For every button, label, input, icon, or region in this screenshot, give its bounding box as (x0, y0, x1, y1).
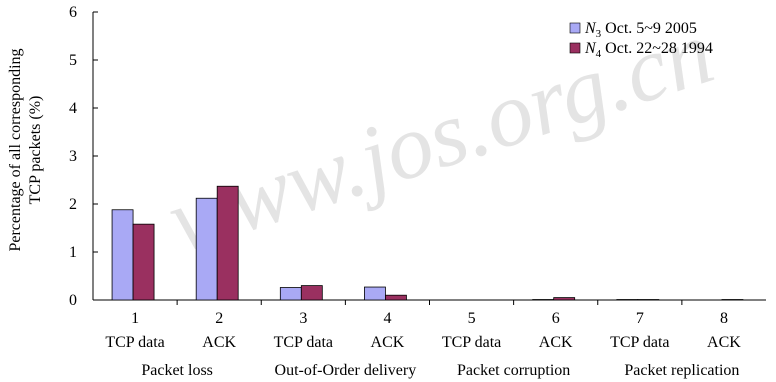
group-label-4: Packet replication (624, 362, 739, 379)
y-tick-label-4: 4 (69, 100, 77, 117)
x-sublabel-1: TCP data (105, 334, 164, 351)
bar-series1-cat-2 (195, 197, 218, 301)
x-sublabel-7: TCP data (610, 334, 669, 351)
group-label-3: Packet corruption (457, 362, 570, 379)
y-axis-label-line-1: Percentage of all corresponding (7, 48, 24, 251)
x-tick-label-5: 5 (468, 310, 476, 327)
bar-series2-cat-6 (553, 297, 576, 301)
x-sublabel-2: ACK (202, 334, 236, 351)
legend-swatch-series1 (569, 22, 581, 34)
x-sublabel-6: ACK (539, 334, 573, 351)
x-tick-label-8: 8 (720, 310, 728, 327)
y-tick-label-2: 2 (69, 196, 77, 213)
bar-series1-cat-3 (279, 287, 302, 301)
y-tick-label-6: 6 (69, 4, 77, 21)
x-sublabel-3: TCP data (274, 334, 333, 351)
legend-label-series1: N3 Oct. 5~9 2005 (584, 20, 697, 40)
y-tick-label-5: 5 (69, 52, 77, 69)
bar-series1-cat-1 (111, 209, 134, 301)
x-tick-label-2: 2 (215, 310, 223, 327)
y-tick-label-1: 1 (69, 244, 77, 261)
bar-series2-cat-3 (300, 285, 323, 301)
bar-series2-cat-1 (132, 223, 155, 301)
x-axis-labels: 1 TCP data 2 ACK 3 TCP data 4 ACK 5 TCP data 6 ACK 7… (105, 310, 741, 379)
bars (111, 185, 744, 301)
x-tick-label-7: 7 (636, 310, 644, 327)
legend-swatch-series2 (569, 42, 581, 54)
group-label-1: Packet loss (141, 362, 213, 379)
y-axis-label-line-2: TCP packets (%) (27, 96, 44, 205)
x-tick-label-1: 1 (131, 310, 139, 327)
y-tick-label-0: 0 (69, 292, 77, 309)
x-tick-label-6: 6 (552, 310, 560, 327)
x-tick-label-4: 4 (383, 310, 391, 327)
group-label-2: Out-of-Order delivery (275, 362, 417, 379)
x-sublabel-5: TCP data (442, 334, 501, 351)
y-tick-label-3: 3 (69, 148, 77, 165)
bar-series2-cat-4 (385, 294, 407, 301)
bar-series1-cat-4 (364, 286, 386, 301)
x-sublabel-8: ACK (707, 334, 741, 351)
legend-label-series2: N4 Oct. 22~28 1994 (584, 40, 713, 60)
x-tick-label-3: 3 (299, 310, 307, 327)
bar-series2-cat-2 (216, 185, 239, 301)
x-sublabel-4: ACK (371, 334, 405, 351)
y-axis-labels: 0 1 2 3 4 5 6 (69, 4, 77, 309)
